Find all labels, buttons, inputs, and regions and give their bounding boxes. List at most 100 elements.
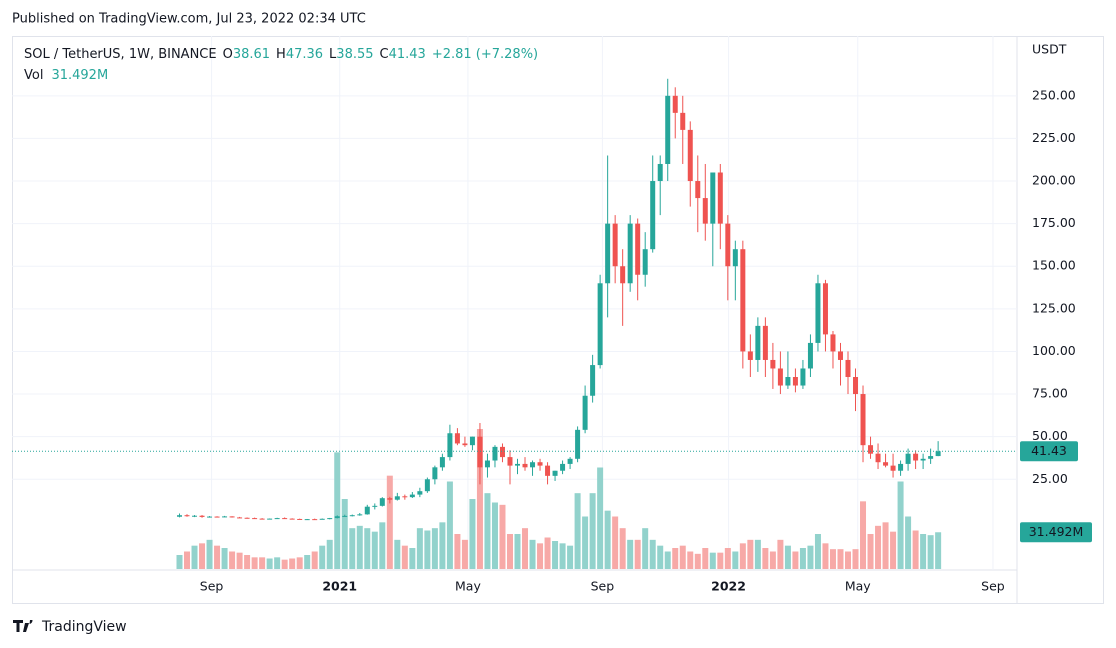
brand-name: TradingView (41, 619, 127, 635)
volume-bar (777, 539, 784, 569)
x-tick-label: 2022 (711, 579, 746, 594)
candle-body (319, 518, 325, 520)
volume-bar (491, 502, 498, 569)
y-tick-label: 250.00 (1032, 87, 1076, 102)
candle-body (499, 446, 505, 458)
volume-value: 31.492M (51, 68, 108, 83)
y-tick-label: 75.00 (1032, 386, 1068, 401)
volume-bar (326, 539, 333, 569)
candle-body (207, 516, 213, 518)
volume-bar (829, 549, 836, 569)
candle-body (312, 519, 318, 521)
candle-body (379, 498, 385, 506)
volume-bar (657, 545, 664, 569)
volume-bar (416, 528, 423, 569)
y-tick-label: 100.00 (1032, 343, 1076, 358)
open-label: O (223, 47, 233, 62)
volume-bar (799, 548, 806, 569)
candle-body (612, 223, 618, 267)
candle-body (605, 223, 611, 284)
volume-bar (762, 548, 769, 569)
volume-bar (386, 475, 393, 569)
candle-body (650, 181, 656, 250)
volume-legend: Vol 31.492M (24, 68, 108, 83)
volume-bar (574, 493, 581, 569)
volume-bar (784, 545, 791, 569)
candle-body (928, 456, 934, 459)
candle-body (334, 516, 340, 519)
volume-bar (619, 528, 626, 569)
volume-bar (627, 539, 634, 569)
candle-body (935, 451, 941, 457)
candle-body (710, 172, 716, 224)
candle-body (282, 518, 288, 520)
chart-frame (12, 36, 1104, 604)
volume-bar (522, 528, 529, 569)
candle-body (372, 505, 378, 507)
volume-bar (672, 548, 679, 569)
candle-body (432, 467, 438, 480)
volume-bar (709, 552, 716, 569)
volume-bar (349, 528, 356, 569)
candle-body (297, 518, 303, 520)
candle-body (229, 516, 235, 518)
x-tick-label: Sep (591, 579, 615, 594)
candle-body (342, 515, 348, 517)
y-tick-label: 125.00 (1032, 300, 1076, 315)
candle-body (244, 517, 250, 519)
candle-body (522, 463, 528, 468)
volume-bar (296, 557, 303, 569)
volume-bar (852, 549, 859, 569)
candle-body (620, 266, 626, 284)
volume-bar (499, 504, 506, 569)
volume-bar (687, 551, 694, 569)
candle-body (184, 515, 190, 517)
volume-bar (409, 548, 416, 569)
volume-bar (454, 534, 461, 569)
volume-bar (356, 525, 363, 569)
volume-bar (582, 516, 589, 569)
volume-bar (469, 499, 476, 569)
low-label: L (329, 47, 337, 62)
candle-body (582, 395, 588, 430)
volume-bar (251, 557, 258, 569)
x-tick-label: May (845, 579, 871, 594)
volume-bar (589, 493, 596, 569)
volume-bar (537, 543, 544, 569)
x-tick-label: Sep (200, 579, 224, 594)
candle-body (807, 342, 813, 369)
volume-bar (649, 539, 656, 569)
volume-bar (221, 548, 228, 569)
candle-body (868, 445, 874, 454)
candle-body (364, 506, 370, 515)
volume-bar (882, 522, 889, 569)
candle-body (687, 129, 693, 182)
candle-body (560, 463, 566, 471)
candle-body (214, 516, 220, 518)
volume-bar (289, 558, 296, 569)
y-tick-label: 150.00 (1032, 258, 1076, 273)
volume-bar (897, 481, 904, 569)
candle-body (515, 463, 521, 466)
volume-bar (401, 545, 408, 569)
volume-bar (484, 493, 491, 569)
candle-body (484, 460, 490, 468)
candle-body (898, 463, 904, 471)
legend: SOL / TetherUS, 1W, BINANCE O38.61 H47.36 L… (24, 47, 538, 62)
volume-bar (702, 548, 709, 569)
volume-bar (311, 551, 318, 569)
volume-bar (394, 539, 401, 569)
candle-body (545, 465, 551, 476)
candle-body (635, 223, 641, 275)
volume-bar (769, 551, 776, 569)
candle-body (665, 95, 671, 164)
candle-body (222, 516, 228, 518)
y-tick-label: 225.00 (1032, 130, 1076, 145)
candle-body (289, 518, 295, 520)
brand: TradingView (13, 619, 127, 635)
volume-bar (274, 557, 281, 569)
volume-bar (664, 551, 671, 569)
open-value: 38.61 (233, 47, 270, 62)
candle-body (890, 465, 896, 471)
candle-body (762, 325, 768, 360)
